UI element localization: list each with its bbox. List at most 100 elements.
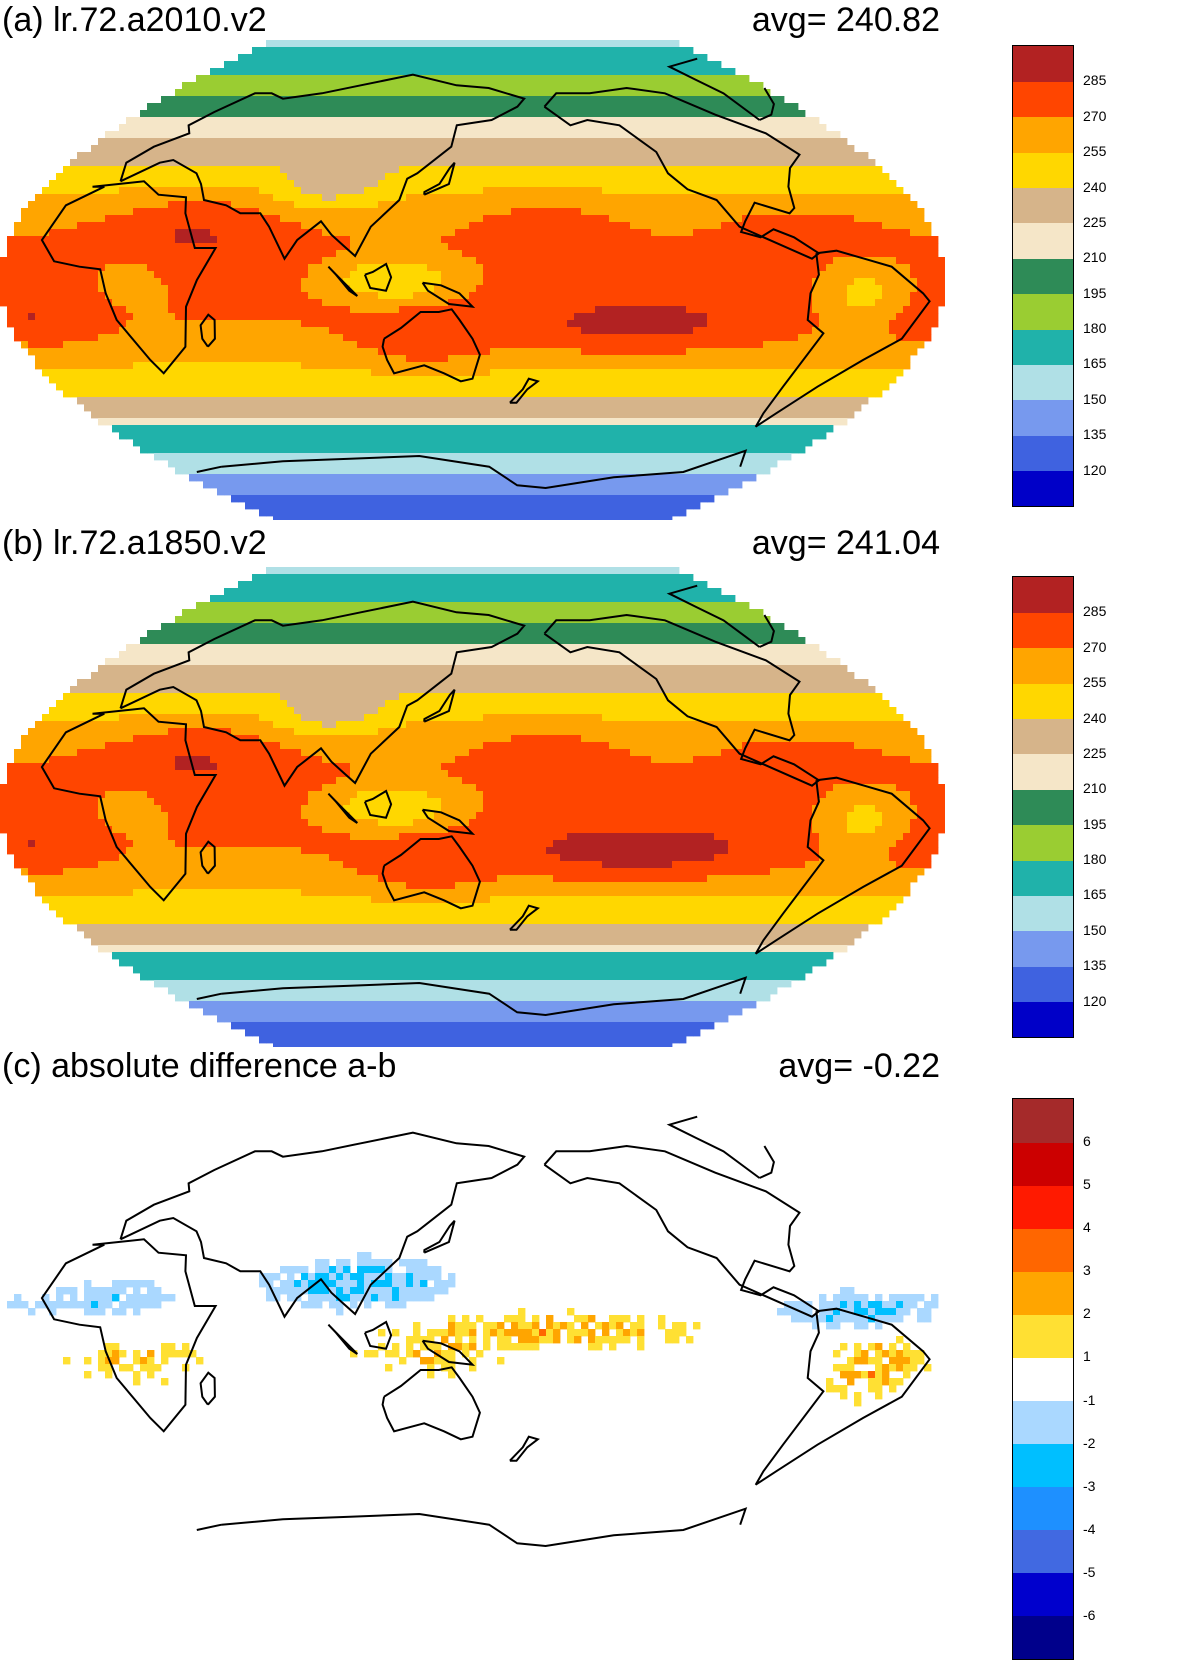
map-cell [560,138,568,146]
map-cell [476,61,484,69]
map-cell [721,257,729,265]
map-cell [742,159,750,167]
map-cell [742,138,750,146]
map-cell [147,208,155,216]
map-cell [182,166,190,174]
map-cell [630,334,638,342]
map-cell [294,117,302,125]
map-cell [686,124,694,132]
map-cell [399,138,407,146]
map-cell [63,208,71,216]
map-cell [504,110,512,118]
map-cell [210,327,218,335]
map-cell [805,166,813,174]
map-cell [770,313,778,321]
map-cell [497,173,505,181]
map-cell [189,320,197,328]
map-cell [651,201,659,209]
map-cell [602,82,610,90]
map-cell [182,159,190,167]
map-cell [224,173,232,181]
map-cell [56,173,64,181]
map-cell [329,75,337,83]
map-cell [175,313,183,321]
map-cell [784,313,792,321]
map-cell [630,152,638,160]
map-cell [581,208,589,216]
map-cell [665,341,673,349]
map-cell [399,257,407,265]
map-cell [756,208,764,216]
map-cell [133,250,141,258]
map-cell [742,166,750,174]
map-cell [567,47,575,55]
map-cell [336,180,344,188]
map-cell [749,117,757,125]
map-cell [322,341,330,349]
map-cell [245,145,253,153]
map-cell [497,250,505,258]
map-cell [245,152,253,160]
map-cell [490,299,498,307]
map-cell [735,320,743,328]
map-cell [371,306,379,314]
map-cell [119,194,127,202]
map-cell [161,110,169,118]
map-cell [364,285,372,293]
map-cell [371,320,379,328]
map-cell [504,201,512,209]
map-cell [70,201,78,209]
map-cell [273,208,281,216]
map-cell [357,334,365,342]
map-cell [525,215,533,223]
map-cell [588,271,596,279]
map-cell [581,313,589,321]
map-cell [126,243,134,251]
map-cell [525,82,533,90]
map-cell [420,40,428,48]
map-cell [602,138,610,146]
map-cell [728,82,736,90]
map-cell [399,222,407,230]
map-cell [357,278,365,286]
map-cell [637,299,645,307]
map-cell [434,215,442,223]
map-cell [518,271,526,279]
map-cell [595,152,603,160]
map-cell [413,299,421,307]
map-cell [651,334,659,342]
map-cell [427,138,435,146]
map-cell [385,54,393,62]
map-cell [49,236,57,244]
map-cell [448,187,456,195]
map-cell [231,222,239,230]
map-cell [819,208,827,216]
map-cell [763,341,771,349]
map-cell [238,68,246,76]
map-cell [798,187,806,195]
map-cell [679,222,687,230]
map-cell [574,173,582,181]
map-cell [63,187,71,195]
map-cell [686,61,694,69]
map-cell [476,166,484,174]
map-cell [343,236,351,244]
map-cell [336,306,344,314]
map-cell [147,341,155,349]
map-cell [805,327,813,335]
map-cell [847,271,855,279]
map-cell [203,229,211,237]
map-cell [147,278,155,286]
map-cell [105,236,113,244]
map-cell [392,124,400,132]
map-cell [280,138,288,146]
map-cell [546,124,554,132]
map-cell [371,82,379,90]
map-cell [504,306,512,314]
map-cell [623,159,631,167]
map-cell [147,131,155,139]
map-cell [686,75,694,83]
map-cell [798,327,806,335]
map-cell [812,271,820,279]
map-cell [595,180,603,188]
